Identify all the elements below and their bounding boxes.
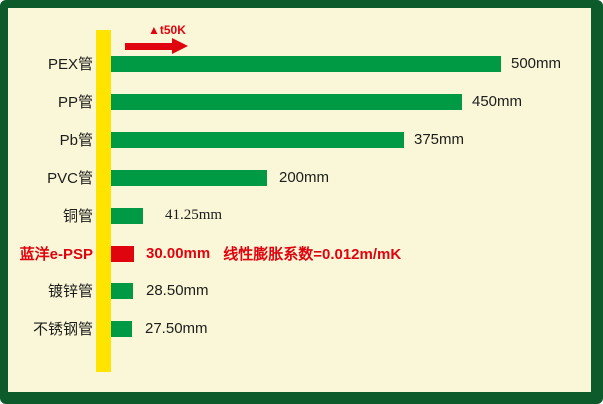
bar-chart: ▲t50K PEX管 500mm PP管 450mm Pb管 375mm PVC管 200mm… (8, 8, 591, 392)
annotation-label: 线性膨胀系数=0.012m/mK (223, 246, 402, 263)
chart-row: 蓝洋e-PSP 30.00mm 线性膨胀系数=0.012m/mK (8, 245, 402, 263)
bar (111, 55, 501, 72)
category-label: 不锈钢管 (32, 321, 93, 338)
chart-row: Pb管 375mm (8, 131, 465, 149)
category-label: PVC管 (47, 170, 93, 187)
category-label: 镀锌管 (47, 283, 93, 300)
value-label: 27.50mm (145, 320, 208, 337)
bar (111, 245, 134, 262)
category-label: PEX管 (47, 56, 93, 73)
value-label: 500mm (511, 55, 562, 72)
chart-row: 镀锌管 28.50mm (8, 282, 209, 300)
bar (111, 93, 462, 110)
chart-row: PEX管 500mm (8, 55, 562, 73)
arrow-head (172, 38, 188, 54)
category-label: PP管 (57, 94, 93, 111)
chart-row: PVC管 200mm (8, 169, 330, 187)
bar (111, 282, 133, 299)
bar (111, 131, 404, 148)
condition-label: ▲t50K (148, 23, 186, 37)
value-label: 450mm (472, 93, 523, 110)
baseline-axis (96, 30, 111, 372)
chart-row: PP管 450mm (8, 93, 523, 111)
category-label: Pb管 (59, 132, 93, 149)
value-label: 41.25mm (165, 207, 223, 223)
value-label: 200mm (279, 169, 330, 186)
value-label: 375mm (414, 131, 465, 148)
bar (111, 169, 267, 186)
chart-row: 不锈钢管 27.50mm (8, 320, 208, 338)
arrow-shaft (125, 43, 172, 50)
bar (111, 320, 132, 337)
value-label: 30.00mm (146, 245, 211, 262)
chart-row: 铜管 41.25mm (8, 207, 223, 225)
value-label: 28.50mm (146, 282, 209, 299)
category-label: 蓝洋e-PSP (19, 246, 93, 263)
category-label: 铜管 (62, 208, 93, 225)
bar (111, 207, 143, 224)
